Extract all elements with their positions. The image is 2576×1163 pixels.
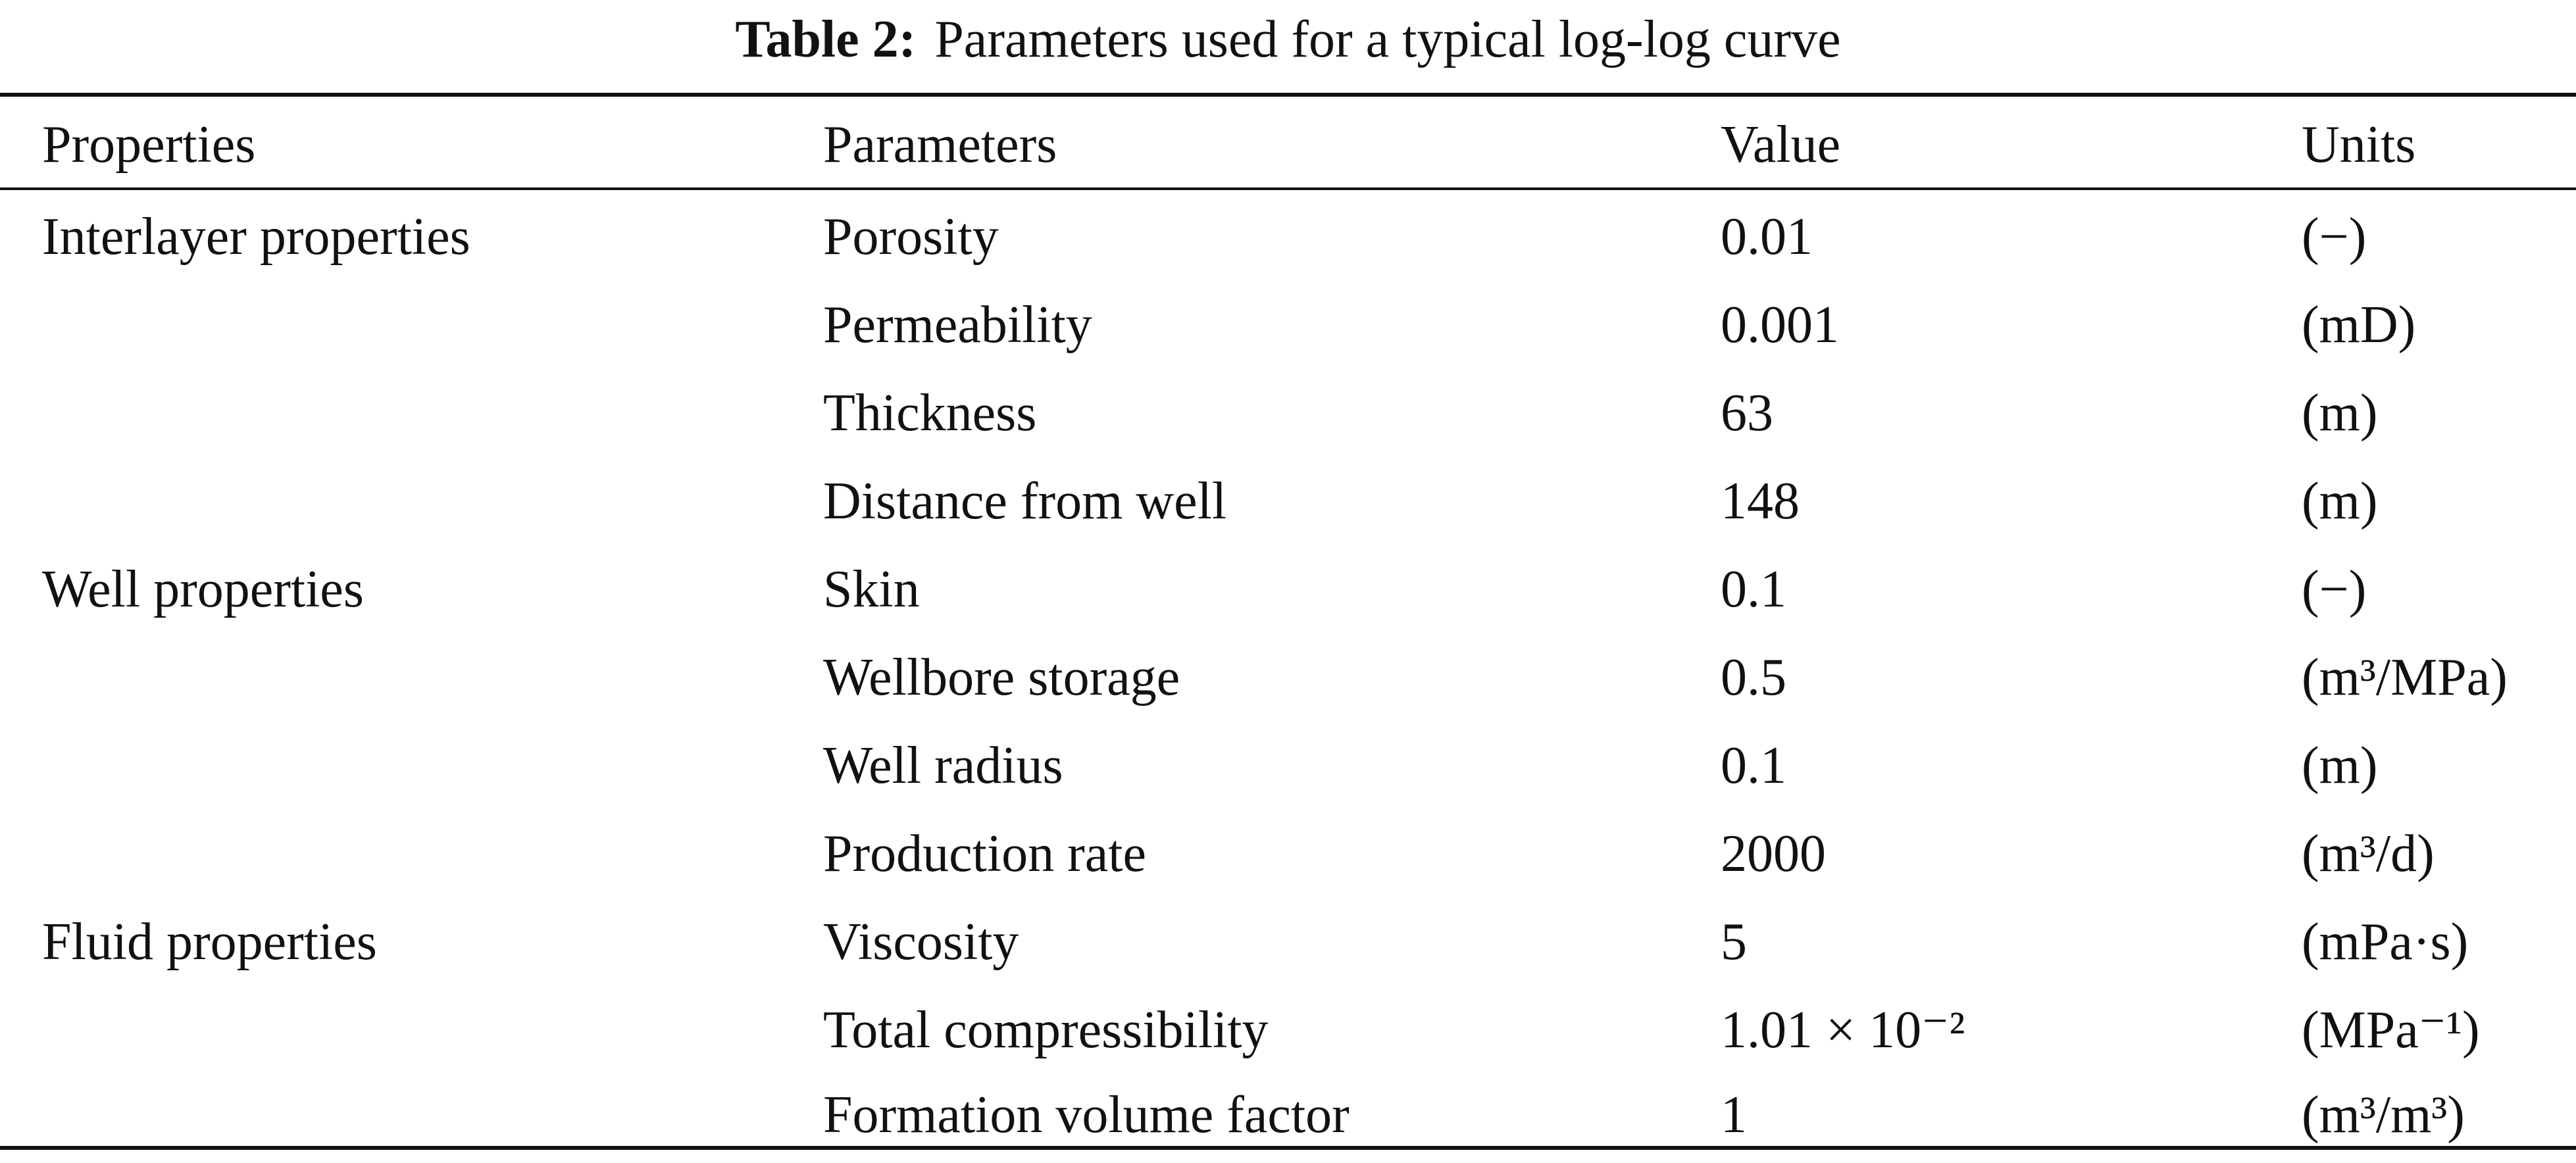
row-parameter: Viscosity <box>823 913 1019 971</box>
table-caption-label: Table 2: <box>735 11 917 68</box>
row-value: 5 <box>1721 913 1747 971</box>
row-parameter: Wellbore storage <box>823 649 1180 706</box>
row-value: 2000 <box>1721 825 1826 883</box>
header-units: Units <box>2302 116 2416 174</box>
row-value: 0.1 <box>1721 737 1786 795</box>
row-parameter: Distance from well <box>823 472 1227 530</box>
row-unit: (m) <box>2302 737 2378 795</box>
row-value: 0.5 <box>1721 649 1786 706</box>
row-parameter: Formation volume factor <box>823 1086 1350 1144</box>
row-parameter: Permeability <box>823 296 1092 354</box>
row-unit: (m³/MPa) <box>2302 649 2508 706</box>
row-property: Interlayer properties <box>42 208 470 266</box>
row-property: Well properties <box>42 560 364 618</box>
table-caption: Table 2: Parameters used for a typical l… <box>0 0 2576 79</box>
row-unit: (mD) <box>2302 296 2416 354</box>
row-parameter: Skin <box>823 560 920 618</box>
header-parameters: Parameters <box>823 116 1057 174</box>
row-unit: (m³/d) <box>2302 825 2435 883</box>
header-properties: Properties <box>42 116 256 174</box>
row-value: 148 <box>1721 472 1800 530</box>
header-value: Value <box>1721 116 1841 174</box>
row-parameter: Thickness <box>823 384 1037 442</box>
row-property: Fluid properties <box>42 913 377 971</box>
row-parameter: Total compressibility <box>823 1001 1269 1059</box>
row-unit: (−) <box>2302 560 2367 618</box>
row-unit: (mPa·s) <box>2302 913 2469 971</box>
row-value: 1.01 × 10⁻² <box>1721 1001 1965 1059</box>
table-top-rule <box>0 93 2576 97</box>
row-parameter: Production rate <box>823 825 1146 883</box>
row-unit: (m) <box>2302 384 2378 442</box>
row-unit: (−) <box>2302 208 2367 266</box>
row-value: 1 <box>1721 1086 1747 1144</box>
row-parameter: Porosity <box>823 208 999 266</box>
table-bottom-rule <box>0 1146 2576 1150</box>
row-unit: (m) <box>2302 472 2378 530</box>
row-parameter: Well radius <box>823 737 1063 795</box>
table-header-rule <box>0 187 2576 190</box>
table-caption-text: Parameters used for a typical log-log cu… <box>934 11 1841 68</box>
row-unit: (MPa⁻¹) <box>2302 1001 2480 1059</box>
row-value: 0.1 <box>1721 560 1786 618</box>
row-value: 0.001 <box>1721 296 1839 354</box>
row-value: 63 <box>1721 384 1773 442</box>
row-unit: (m³/m³) <box>2302 1086 2465 1144</box>
row-value: 0.01 <box>1721 208 1813 266</box>
